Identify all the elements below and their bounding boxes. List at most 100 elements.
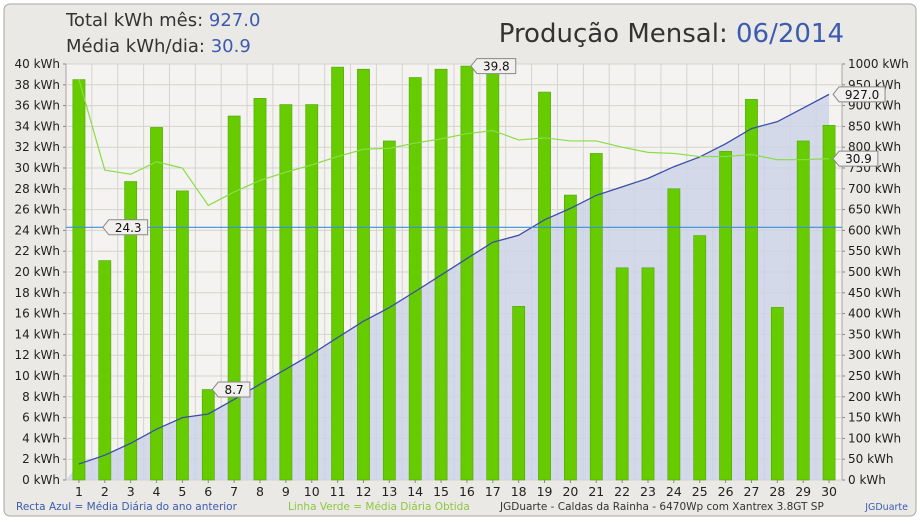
daily-production-bar [616,268,628,480]
callout-label: 30.9 [845,152,872,166]
y-right-tick-label: 150 kWh [848,411,901,425]
avg-kwh-label: Média kWh/dia: [66,36,205,57]
y-left-tick-label: 26 kWh [14,203,60,217]
x-tick-label: 12 [356,484,372,499]
y-left-tick-label: 14 kWh [14,327,60,341]
y-right-tick-label: 350 kWh [848,327,901,341]
daily-production-bar [564,195,576,480]
x-tick-label: 1 [75,484,83,499]
y-right-tick-label: 450 kWh [848,286,901,300]
avg-kwh-value: 30.9 [211,36,251,57]
y-left-tick-label: 0 kWh [22,473,60,487]
y-right-tick-label: 500 kWh [848,265,901,279]
daily-production-bar [745,99,757,480]
x-tick-label: 9 [282,484,290,499]
daily-production-bar [280,105,292,480]
x-tick-label: 2 [101,484,109,499]
x-tick-label: 29 [795,484,811,499]
y-right-tick-label: 100 kWh [848,431,901,445]
y-right-tick-label: 850 kWh [848,119,901,133]
daily-production-bar [694,236,706,480]
y-left-tick-label: 20 kWh [14,265,60,279]
total-kwh-label: Total kWh mês: [66,10,203,31]
callout-label: 8.7 [225,383,244,397]
daily-production-bar [332,67,344,480]
y-left-tick-label: 22 kWh [14,244,60,258]
y-right-tick-label: 600 kWh [848,223,901,237]
daily-production-bar [771,307,783,480]
daily-production-bar [357,69,369,480]
x-tick-label: 8 [256,484,264,499]
y-left-tick-label: 18 kWh [14,286,60,300]
daily-production-bar [254,98,266,480]
y-left-tick-label: 2 kWh [22,452,60,466]
callout-label: 24.3 [115,221,142,235]
callout-927.0: 927.0 [833,87,885,102]
y-left-tick-label: 8 kWh [22,390,60,404]
x-tick-label: 18 [511,484,527,499]
total-kwh-value: 927.0 [209,10,261,31]
x-tick-label: 23 [640,484,656,499]
x-tick-label: 17 [485,484,501,499]
daily-production-bar [202,390,214,480]
x-tick-label: 7 [230,484,238,499]
x-tick-label: 28 [769,484,785,499]
daily-production-bar [823,125,835,480]
daily-production-bar [487,73,499,480]
y-right-tick-label: 400 kWh [848,307,901,321]
daily-production-bar [797,141,809,480]
daily-production-bar [228,116,240,480]
callout-8.7: 8.7 [212,382,250,397]
installation-credit: JGDuarte - Caldas da Rainha - 6470Wp com… [500,501,824,513]
avg-kwh-stat: Média kWh/dia: 30.9 [66,36,251,57]
x-tick-label: 5 [178,484,186,499]
x-tick-label: 13 [381,484,397,499]
callout-30.9: 30.9 [833,151,878,166]
y-left-tick-label: 16 kWh [14,307,60,321]
daily-production-bar [538,92,550,480]
y-right-tick-label: 700 kWh [848,182,901,196]
y-right-tick-label: 550 kWh [848,244,901,258]
x-tick-label: 16 [459,484,475,499]
legend-blue-line-note: Recta Azul = Média Diária do ano anterio… [16,501,237,513]
chart-title-period: 06/2014 [736,19,844,49]
x-tick-label: 30 [821,484,837,499]
daily-production-bar [720,151,732,480]
y-left-tick-label: 32 kWh [14,140,60,154]
legend-green-line-note: Linha Verde = Média Diária Obtida [288,501,470,513]
y-left-tick-label: 40 kWh [14,57,60,71]
x-tick-label: 4 [153,484,161,499]
x-tick-label: 27 [744,484,760,499]
y-right-tick-label: 300 kWh [848,348,901,362]
y-left-tick-label: 38 kWh [14,78,60,92]
y-right-tick-label: 650 kWh [848,203,901,217]
daily-production-bar [668,189,680,480]
y-right-tick-label: 0 kWh [848,473,886,487]
y-left-tick-label: 24 kWh [14,223,60,237]
callout-label: 39.8 [483,60,510,74]
y-left-tick-label: 12 kWh [14,348,60,362]
y-right-tick-label: 200 kWh [848,390,901,404]
x-tick-label: 21 [588,484,604,499]
y-left-tick-label: 10 kWh [14,369,60,383]
daily-production-bar [409,78,421,480]
daily-production-bar [306,105,318,480]
y-right-tick-label: 50 kWh [848,452,894,466]
y-left-tick-label: 4 kWh [22,431,60,445]
x-tick-label: 15 [433,484,449,499]
y-left-tick-label: 34 kWh [14,119,60,133]
chart-title-label: Produção Mensal: [499,19,728,49]
x-tick-label: 26 [718,484,734,499]
x-tick-label: 6 [204,484,212,499]
y-left-tick-label: 36 kWh [14,99,60,113]
y-left-tick-label: 6 kWh [22,411,60,425]
callout-39.8: 39.8 [471,59,516,74]
total-kwh-stat: Total kWh mês: 927.0 [66,10,260,31]
callout-24.3: 24.3 [103,220,148,235]
daily-production-bar [513,306,525,480]
daily-production-bar [590,153,602,480]
daily-production-bar [73,80,85,480]
daily-production-bar [176,191,188,480]
y-right-tick-label: 250 kWh [848,369,901,383]
